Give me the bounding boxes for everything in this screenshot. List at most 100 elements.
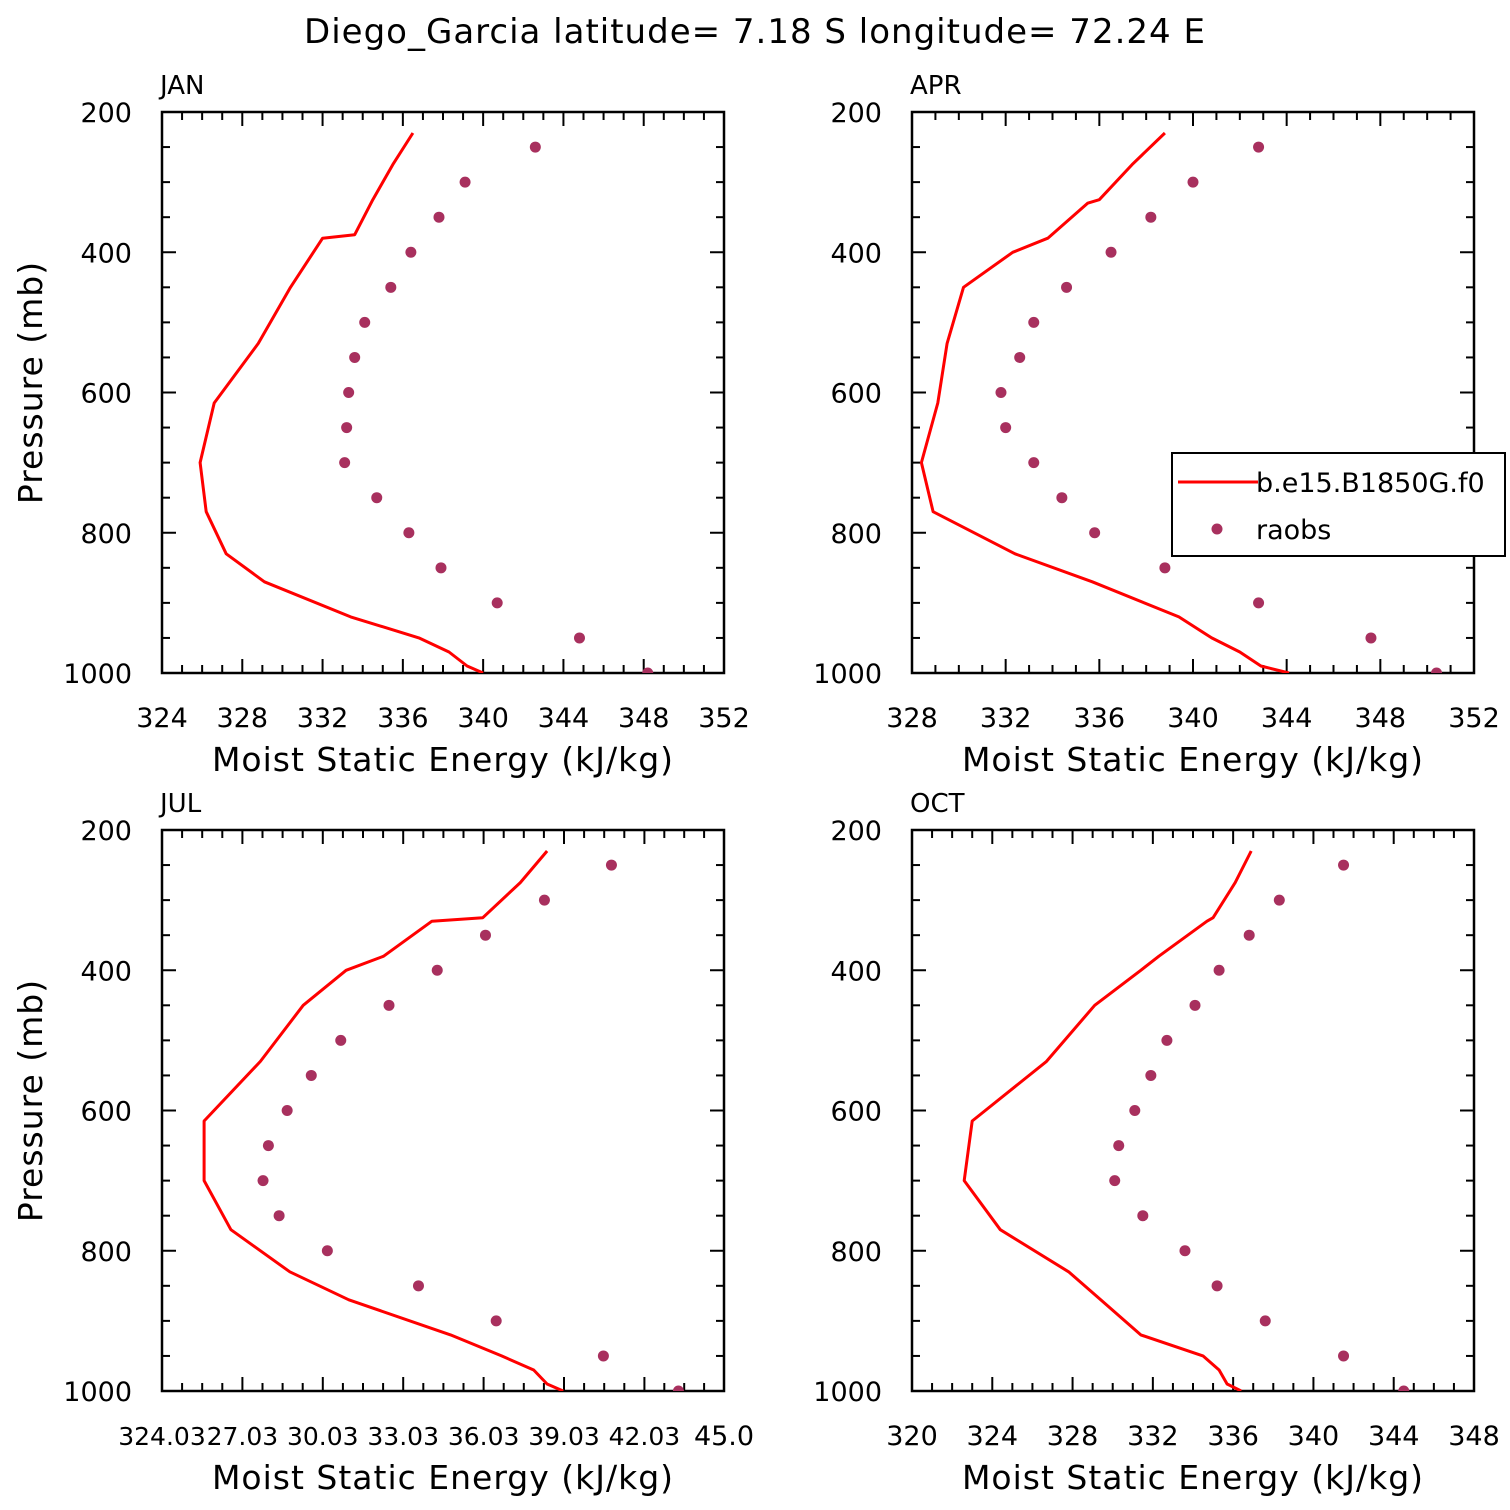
data-point-raobs: [529, 141, 541, 153]
x-tick-label: 352: [1448, 703, 1500, 734]
data-point-raobs: [412, 1280, 424, 1292]
data-point-raobs: [1089, 527, 1101, 539]
y-tick-label: 1000: [63, 659, 132, 690]
x-tick-label: 328: [1047, 1421, 1099, 1452]
series-line-model: [202, 850, 564, 1391]
data-point-raobs: [1253, 141, 1265, 153]
x-tick-label: 332: [980, 703, 1032, 734]
data-point-raobs: [1129, 1105, 1141, 1116]
x-tick-label: 332: [297, 703, 349, 734]
y-tick-label: 800: [80, 519, 132, 550]
data-point-raobs: [1253, 597, 1265, 609]
data-point-raobs: [1365, 632, 1377, 644]
plot-area: [198, 132, 654, 673]
legend: b.e15.B1850G.f0 raobs: [1171, 452, 1506, 557]
legend-box: [1171, 452, 1506, 557]
x-tick-label: 324: [136, 703, 188, 734]
x-tick-label: 320: [886, 1421, 938, 1452]
y-tick-label: 400: [830, 956, 882, 987]
series-line-model: [919, 131, 1290, 673]
legend-dot-swatch: [1211, 523, 1223, 535]
data-point-raobs: [1243, 929, 1255, 941]
data-point-raobs: [1159, 562, 1171, 574]
data-point-raobs: [1338, 859, 1350, 871]
data-point-raobs: [538, 894, 550, 906]
data-point-raobs: [1273, 894, 1285, 906]
panel-jul: 200 400 600 800 1000 324.03 27.03 30.03 33.03 36.…: [11, 789, 754, 1497]
data-point-raobs: [1189, 999, 1201, 1011]
data-point-raobs: [343, 387, 355, 398]
plot-frame: [910, 828, 1476, 1393]
x-tick-label: 344: [538, 703, 590, 734]
y-tick-label: 400: [830, 238, 882, 269]
data-point-raobs: [1145, 1069, 1157, 1081]
y-tick-label: 600: [830, 379, 882, 410]
x-tick-label: 340: [1288, 1421, 1340, 1452]
panel-title: JUL: [158, 789, 202, 819]
data-point-raobs: [262, 1140, 274, 1152]
data-point-raobs: [371, 492, 383, 504]
figure-title: Diego_Garcia latitude= 7.18 S longitude=…: [304, 12, 1206, 52]
data-point-raobs: [1000, 422, 1012, 434]
y-tick-label: 200: [830, 98, 882, 129]
x-tick-label: 344: [1261, 703, 1313, 734]
x-tick-label: 36.03: [448, 1422, 520, 1451]
panel-title: APR: [910, 71, 962, 101]
data-point-raobs: [341, 422, 353, 434]
data-point-raobs: [1145, 211, 1157, 223]
data-point-raobs: [573, 632, 585, 644]
data-point-raobs: [1161, 1034, 1173, 1046]
data-point-raobs: [335, 1034, 347, 1046]
x-tick-label: 45.0: [694, 1421, 754, 1452]
x-tick-label: 39.03: [528, 1422, 600, 1451]
data-point-raobs: [433, 211, 445, 223]
data-point-raobs: [1028, 316, 1040, 328]
x-axis-label: Moist Static Energy (kJ/kg): [962, 740, 1424, 779]
data-point-raobs: [1105, 246, 1117, 258]
y-tick-label: 600: [80, 379, 132, 410]
data-point-raobs: [383, 999, 395, 1011]
x-tick-label: 324: [967, 1421, 1019, 1452]
x-tick-label: 27.03: [207, 1422, 279, 1451]
plot-area: [962, 850, 1410, 1391]
x-tick-label: 340: [1167, 703, 1219, 734]
data-point-raobs: [491, 597, 503, 609]
data-point-raobs: [1398, 1385, 1410, 1391]
x-tick-label: 348: [618, 703, 670, 734]
y-tick-label: 1000: [813, 659, 882, 690]
data-point-raobs: [1028, 457, 1040, 469]
plot-area: [202, 850, 684, 1391]
x-tick-label: 332: [1127, 1421, 1179, 1452]
data-point-raobs: [1211, 1280, 1223, 1292]
data-point-raobs: [995, 387, 1007, 398]
data-point-raobs: [431, 964, 443, 976]
data-point-raobs: [405, 246, 417, 258]
data-point-raobs: [490, 1315, 502, 1327]
x-tick-label: 348: [1448, 1421, 1500, 1452]
data-point-raobs: [642, 667, 654, 673]
data-point-raobs: [1179, 1245, 1191, 1257]
y-tick-label: 800: [80, 1237, 132, 1268]
data-point-raobs: [359, 316, 371, 328]
data-point-raobs: [605, 859, 617, 871]
y-axis-label: Pressure (mb): [11, 261, 50, 504]
y-tick-label: 200: [830, 816, 882, 847]
data-point-raobs: [403, 527, 415, 539]
data-point-raobs: [321, 1245, 333, 1257]
y-tick-label: 600: [830, 1097, 882, 1128]
y-tick-label: 400: [80, 956, 132, 987]
data-point-raobs: [305, 1069, 317, 1081]
plot-frame: [160, 110, 726, 675]
data-point-raobs: [1014, 351, 1026, 363]
panel-title: JAN: [158, 71, 204, 101]
x-tick-label: 324.03: [118, 1422, 205, 1451]
data-point-raobs: [1137, 1210, 1149, 1222]
x-axis-label: Moist Static Energy (kJ/kg): [962, 1458, 1424, 1497]
data-point-raobs: [349, 351, 361, 363]
y-tick-label: 200: [80, 816, 132, 847]
data-point-raobs: [672, 1385, 684, 1391]
